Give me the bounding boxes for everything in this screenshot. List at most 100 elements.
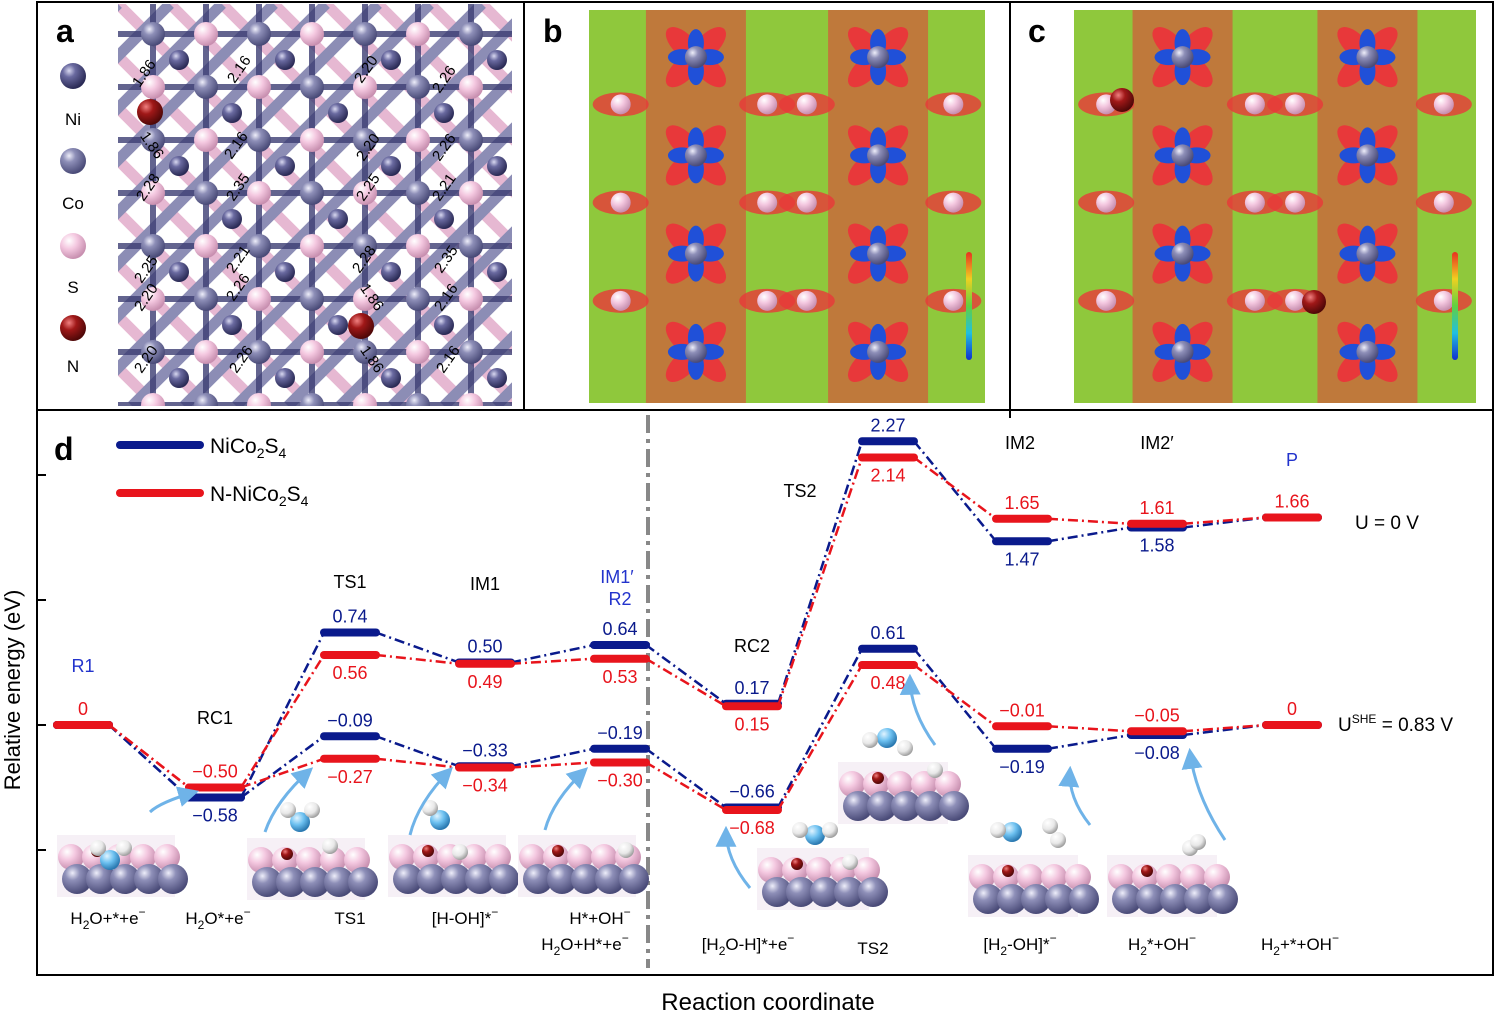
data-label: 1.47 xyxy=(1004,549,1039,569)
panel-d-energy-profile: Relative energy (eV) Reaction coordinate… xyxy=(0,415,1453,1016)
atom xyxy=(565,75,589,99)
map-atom xyxy=(1356,340,1379,363)
data-label: −0.33 xyxy=(462,740,508,760)
atom xyxy=(806,857,832,883)
bond xyxy=(232,122,512,406)
atom xyxy=(169,368,189,388)
atom xyxy=(141,393,165,406)
map-atom xyxy=(610,192,631,213)
atom xyxy=(381,368,401,388)
state-names: R1 RC1 TS1 IM1 IM1′ R2 RC2 TS2 IM2 IM2′ … xyxy=(71,433,1298,728)
atom xyxy=(459,340,483,364)
atom xyxy=(252,867,282,897)
atom xyxy=(328,103,348,123)
atom xyxy=(130,844,156,870)
data-label: −0.19 xyxy=(597,723,643,743)
x-axis-label: Reaction coordinate xyxy=(661,989,874,1016)
atom xyxy=(353,446,377,470)
atom xyxy=(247,128,271,152)
atom xyxy=(353,181,377,205)
y-axis-label: Relative energy (eV) xyxy=(0,590,25,791)
pointer-arrow xyxy=(899,673,937,746)
hydrogen-atom xyxy=(452,844,468,860)
atom xyxy=(328,421,348,441)
atom xyxy=(997,884,1027,914)
legend-co-label: Co xyxy=(62,194,84,213)
atom xyxy=(552,845,564,857)
connector-u0-pristine xyxy=(1182,516,1267,529)
connector-u0-pristine xyxy=(108,724,190,799)
atom xyxy=(158,864,188,894)
panel-b-charge-density-map xyxy=(589,10,985,403)
data-label: 0.56 xyxy=(332,663,367,683)
n-dopant-atom xyxy=(137,99,163,125)
atom xyxy=(281,848,293,860)
legend-s-label: S xyxy=(67,278,78,297)
atom xyxy=(459,234,483,258)
data-label: 0 xyxy=(1287,699,1297,719)
panel-label-d: d xyxy=(54,431,74,467)
atom xyxy=(353,393,377,406)
atom xyxy=(247,181,271,205)
map-atom xyxy=(1433,192,1454,213)
atom xyxy=(141,181,165,205)
connector-ushe-pristine xyxy=(776,648,864,809)
oxygen-atom xyxy=(290,812,310,832)
atom xyxy=(565,128,589,152)
map-atom xyxy=(1171,242,1194,265)
atom xyxy=(459,287,483,311)
atom xyxy=(62,864,92,894)
adsorption-structure-thumbnail xyxy=(838,673,969,824)
adsorption-structure-thumbnail xyxy=(715,822,888,910)
atom xyxy=(353,128,377,152)
atom xyxy=(222,209,242,229)
atom xyxy=(887,771,913,797)
map-atom xyxy=(867,340,890,363)
atom xyxy=(194,234,218,258)
atom xyxy=(169,50,189,70)
atom xyxy=(911,771,937,797)
atom xyxy=(406,234,430,258)
structure-label-3: TS1 xyxy=(334,909,365,928)
atom xyxy=(872,772,884,784)
atom xyxy=(1141,865,1153,877)
data-label: −0.08 xyxy=(1134,743,1180,763)
atom xyxy=(247,393,271,406)
data-label: −0.58 xyxy=(192,806,238,826)
connector-ushe-ndoped xyxy=(913,663,997,728)
atom xyxy=(300,393,324,406)
map-atom xyxy=(867,46,890,69)
pointer-arrow xyxy=(408,767,453,836)
bond xyxy=(426,4,512,94)
structure-label-9: [H2-OH]*− xyxy=(983,931,1056,958)
atom xyxy=(247,340,271,364)
atom xyxy=(565,22,589,46)
atom xyxy=(194,393,218,406)
adsorption-structure-thumbnail xyxy=(57,786,200,897)
data-label: 0.17 xyxy=(734,678,769,698)
adsorption-structure-thumbnail xyxy=(1107,747,1238,917)
data-label: 0.53 xyxy=(602,667,637,687)
atom xyxy=(222,103,242,123)
bond xyxy=(0,4,104,406)
bond xyxy=(128,18,512,406)
data-label: 0.48 xyxy=(870,673,905,693)
atom xyxy=(487,50,507,70)
panel-c-charge-density-map xyxy=(1074,10,1476,403)
hydrogen-atom xyxy=(280,802,296,818)
atom xyxy=(110,864,140,894)
map-atom xyxy=(867,144,890,167)
atom xyxy=(406,22,430,46)
hydrogen-atom xyxy=(1190,834,1206,850)
atom xyxy=(540,315,560,335)
oxygen-atom xyxy=(100,850,120,870)
pointer-arrow xyxy=(715,825,752,889)
atom xyxy=(485,844,511,870)
hydrogen-atom xyxy=(1050,832,1066,848)
hydrogen-atom xyxy=(792,822,808,838)
atom xyxy=(591,844,617,870)
map-atom xyxy=(1433,290,1454,311)
atom xyxy=(353,287,377,311)
atom xyxy=(353,22,377,46)
